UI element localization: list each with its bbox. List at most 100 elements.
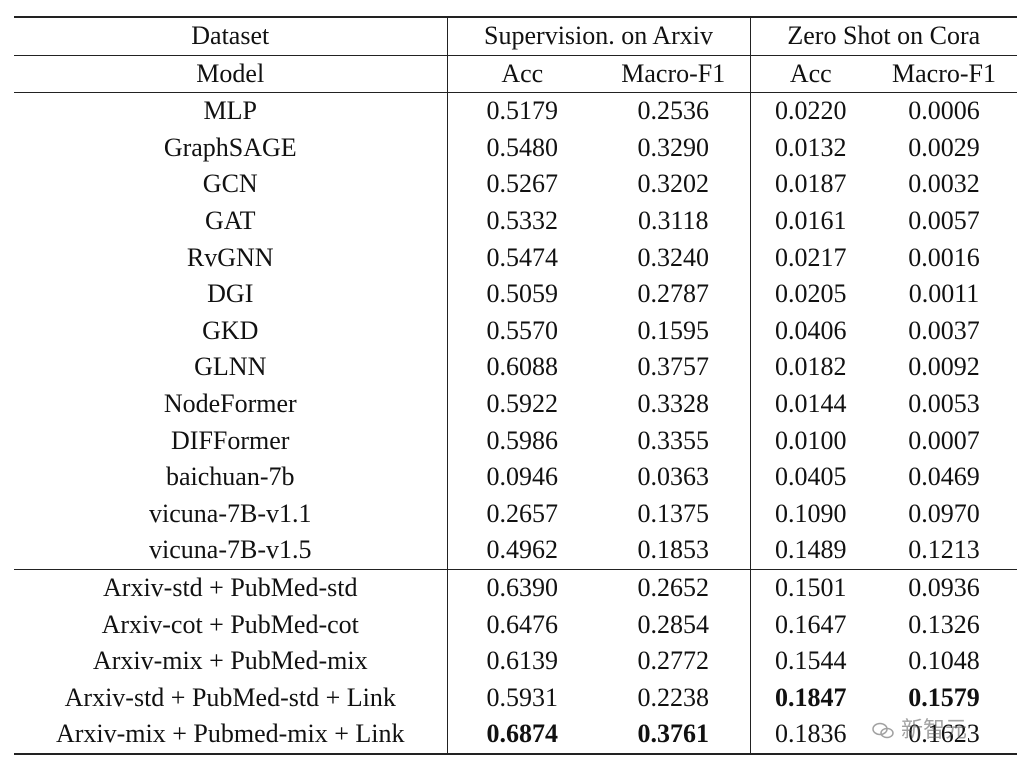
model-cell: DIFFormer: [171, 425, 290, 455]
results-table-container: Dataset Supervision. on Arxiv Zero Shot …: [14, 15, 1018, 755]
value-cell-arxiv-acc: 0.6874: [446, 716, 597, 755]
value-cell-cora-acc: 0.0187: [749, 166, 872, 203]
model-cell: GAT: [204, 205, 256, 235]
table-row-vicuna-7b-v1-5: vicuna-7B-v1.5 0.4962 0.1853 0.1489 0.1213: [14, 532, 1017, 570]
value-cell-arxiv-acc: 0.5332: [446, 202, 597, 240]
value-cell-arxiv-acc: 0.5059: [446, 276, 597, 313]
value-cell-cora-f1: 0.0053: [908, 388, 980, 418]
value-cell-cora-acc: 0.0405: [749, 459, 872, 496]
value-cell-cora-f1: 0.0029: [908, 132, 980, 162]
table-row-dgi: DGI 0.5059 0.2787 0.0205 0.0011: [14, 276, 1017, 313]
table-row-nodeformer: NodeFormer 0.5922 0.3328 0.0144 0.0053: [14, 385, 1017, 423]
dataset-header: Dataset: [14, 15, 447, 56]
group-header-arxiv: Supervision. on Arxiv: [446, 15, 751, 56]
value-cell-cora-f1: 0.0032: [908, 169, 980, 199]
table-row-difformer: DIFFormer 0.5986 0.3355 0.0100 0.0007: [14, 422, 1017, 460]
value-cell-cora-acc: 0.0144: [749, 385, 872, 423]
table-row-arxiv-std-pubmed-std: Arxiv-std + PubMed-std 0.6390 0.2652 0.1501…: [14, 568, 1018, 607]
value-cell-cora-f1: 0.0057: [908, 205, 980, 235]
model-header: Model: [14, 55, 447, 94]
value-cell-cora-f1: 0.0007: [908, 425, 980, 455]
value-cell-cora-f1: 0.0006: [908, 96, 980, 126]
model-cell: Arxiv-std + PubMed-std + Link: [64, 682, 396, 712]
value-cell-arxiv-f1: 0.2854: [637, 609, 710, 639]
value-cell-cora-acc: 0.0220: [749, 92, 872, 130]
value-cell-arxiv-f1: 0.3761: [597, 716, 751, 755]
value-cell-arxiv-acc: 0.6476: [446, 606, 597, 644]
value-cell-arxiv-acc: 0.0946: [446, 459, 597, 496]
value-cell-arxiv-acc: 0.5474: [446, 239, 597, 277]
table-row-vicuna-7b-v1-1: vicuna-7B-v1.1 0.2657 0.1375 0.1090 0.0970: [14, 495, 1017, 533]
table-row-gat: GAT 0.5332 0.3118 0.0161 0.0057: [14, 202, 1017, 240]
table-row-arxiv-mix-pubmed-mix: Arxiv-mix + PubMed-mix 0.6139 0.2772 0.1544…: [14, 643, 1017, 680]
value-cell-arxiv-acc: 0.5570: [446, 312, 597, 350]
table-row-rvgnn: RvGNN 0.5474 0.3240 0.0217 0.0016: [14, 239, 1017, 277]
value-cell-arxiv-acc: 0.5267: [446, 166, 597, 203]
model-cell: GCN: [202, 169, 258, 199]
value-cell-arxiv-f1: 0.2787: [637, 279, 710, 309]
value-cell-arxiv-f1: 0.0363: [637, 462, 710, 492]
value-cell-arxiv-f1: 0.3355: [637, 425, 710, 455]
value-cell-cora-f1: 0.0016: [908, 242, 980, 272]
value-cell-arxiv-acc: 0.5986: [446, 422, 597, 460]
value-cell-cora-f1: 0.0469: [908, 462, 980, 492]
value-cell-cora-acc: 0.0217: [749, 239, 872, 277]
table-row-graphsage: GraphSAGE 0.5480 0.3290 0.0132 0.0029: [14, 129, 1017, 167]
value-cell-cora-f1: 0.0037: [908, 315, 980, 345]
value-cell-cora-acc: 0.0182: [749, 349, 872, 386]
metric-header-arxiv-acc: Acc: [446, 55, 597, 94]
value-cell-arxiv-f1: 0.3240: [637, 242, 710, 272]
value-cell-cora-f1: 0.0970: [908, 498, 980, 528]
value-cell-arxiv-acc: 0.6088: [446, 349, 597, 386]
value-cell-arxiv-acc: 0.5931: [446, 679, 597, 717]
model-cell: Arxiv-std + PubMed-std: [14, 568, 447, 607]
value-cell-cora-acc: 0.1501: [749, 568, 872, 607]
value-cell-arxiv-f1: 0.3757: [637, 352, 710, 382]
value-cell-arxiv-acc: 0.5179: [446, 92, 597, 130]
value-cell-arxiv-acc: 0.5922: [446, 385, 597, 423]
model-cell: DGI: [207, 279, 254, 309]
table-row-arxiv-std-pubmed-std-link: Arxiv-std + PubMed-std + Link 0.5931 0.223…: [14, 679, 1017, 717]
value-cell-cora-f1: 0.0092: [908, 352, 980, 382]
value-cell-cora-f1: 0.1579: [908, 682, 980, 712]
model-cell: Arxiv-mix + Pubmed-mix + Link: [14, 716, 447, 755]
model-cell: NodeFormer: [163, 388, 297, 418]
model-cell: vicuna-7B-v1.5: [149, 535, 312, 565]
model-cell: GKD: [202, 315, 259, 345]
value-cell-cora-acc: 0.1847: [749, 679, 872, 717]
value-cell-cora-f1: 0.1623: [871, 716, 1018, 755]
value-cell-cora-f1: 0.0936: [871, 568, 1018, 607]
value-cell-arxiv-f1: 0.3118: [637, 205, 709, 235]
watermark: 新智元: [872, 712, 967, 744]
model-cell: baichuan-7b: [165, 462, 295, 492]
metric-header-arxiv-f1: Macro-F1: [597, 55, 751, 94]
group-header-cora: Zero Shot on Cora: [749, 15, 1018, 56]
table-row-baichuan-7b: baichuan-7b 0.0946 0.0363 0.0405 0.0469: [14, 459, 1017, 496]
results-table: Dataset Supervision. on Arxiv Zero Shot …: [14, 15, 1018, 755]
model-cell: Arxiv-mix + PubMed-mix: [92, 646, 368, 676]
header-row-groups: Dataset Supervision. on Arxiv Zero Shot …: [14, 15, 1018, 56]
value-cell-cora-acc: 0.1544: [749, 643, 872, 680]
value-cell-arxiv-f1: 0.1375: [637, 498, 710, 528]
value-cell-arxiv-f1: 0.2238: [637, 682, 710, 712]
value-cell-cora-acc: 0.1090: [749, 495, 872, 533]
value-cell-cora-acc: 0.0205: [749, 276, 872, 313]
table-row-gcn: GCN 0.5267 0.3202 0.0187 0.0032: [14, 166, 1017, 203]
value-cell-arxiv-acc: 0.2657: [446, 495, 597, 533]
model-cell: vicuna-7B-v1.1: [149, 498, 312, 528]
value-cell-cora-acc: 0.0132: [749, 129, 872, 167]
metric-header-cora-f1: Macro-F1: [871, 55, 1018, 94]
value-cell-arxiv-f1: 0.1595: [637, 315, 710, 345]
value-cell-arxiv-f1: 0.3328: [637, 388, 710, 418]
value-cell-arxiv-acc: 0.4962: [446, 532, 597, 570]
table-row-arxiv-mix-pubmed-mix-link: Arxiv-mix + Pubmed-mix + Link 0.6874 0.376…: [14, 716, 1018, 755]
value-cell-cora-acc: 0.1489: [749, 532, 872, 570]
value-cell-cora-acc: 0.1647: [749, 606, 872, 644]
model-cell: RvGNN: [186, 242, 274, 272]
value-cell-cora-f1: 0.0011: [908, 279, 980, 309]
value-cell-cora-f1: 0.1213: [908, 535, 980, 565]
value-cell-arxiv-acc: 0.5480: [446, 129, 597, 167]
model-cell: MLP: [203, 96, 257, 126]
value-cell-cora-acc: 0.0161: [749, 202, 872, 240]
value-cell-arxiv-acc: 0.6139: [446, 643, 597, 680]
